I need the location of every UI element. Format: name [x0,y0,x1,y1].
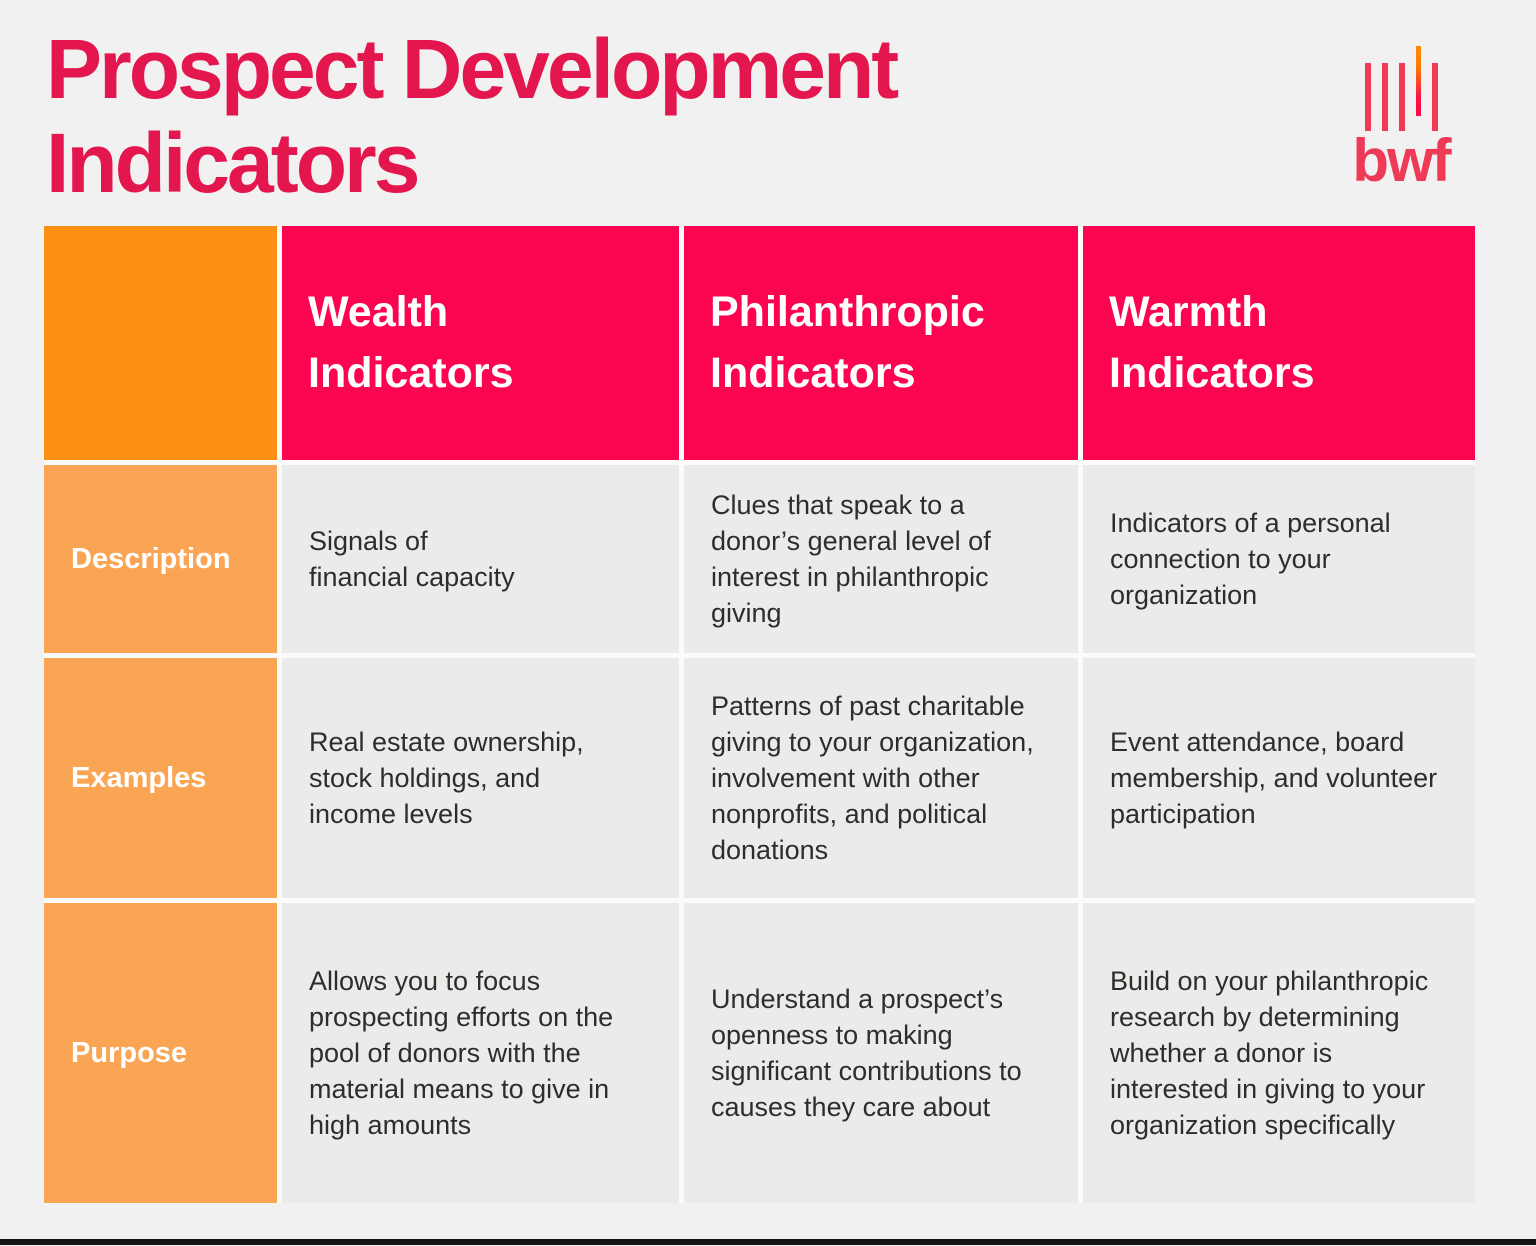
cell-description-wealth: Signals of financial capacity [282,465,679,653]
logo-wordmark: bwf [1352,127,1451,194]
page-title: Prospect Development Indicators [46,22,899,210]
table-corner-cell [44,226,277,460]
cell-purpose-philanthropic: Understand a prospect’s openness to maki… [684,903,1078,1203]
cell-purpose-warmth: Build on your philanthropic research by … [1083,903,1475,1203]
row-label-purpose: Purpose [44,903,277,1203]
logo-bars [1337,46,1465,132]
column-header-philanthropic: Philanthropic Indicators [684,226,1078,460]
cell-description-philanthropic: Clues that speak to a donor’s general le… [684,465,1078,653]
column-header-wealth: Wealth Indicators [282,226,679,460]
cell-description-warmth: Indicators of a personal connection to y… [1083,465,1475,653]
cell-purpose-wealth: Allows you to focus prospecting efforts … [282,903,679,1203]
cell-examples-wealth: Real estate ownership, stock holdings, a… [282,658,679,898]
logo-gradient-bar-icon [1415,46,1421,116]
logo-bar-icon [1364,63,1371,131]
logo-bar-icon [1398,63,1405,131]
cell-examples-philanthropic: Patterns of past charitable giving to yo… [684,658,1078,898]
row-label-examples: Examples [44,658,277,898]
bottom-edge-bar [0,1239,1536,1245]
row-label-description: Description [44,465,277,653]
cell-examples-warmth: Event attendance, board membership, and … [1083,658,1475,898]
indicator-table: Wealth Indicators Philanthropic Indicato… [44,226,1475,1203]
column-header-warmth: Warmth Indicators [1083,226,1475,460]
logo-bar-icon [1381,63,1388,131]
bwf-logo: bwf [1337,46,1465,194]
logo-bar-icon [1431,63,1438,131]
